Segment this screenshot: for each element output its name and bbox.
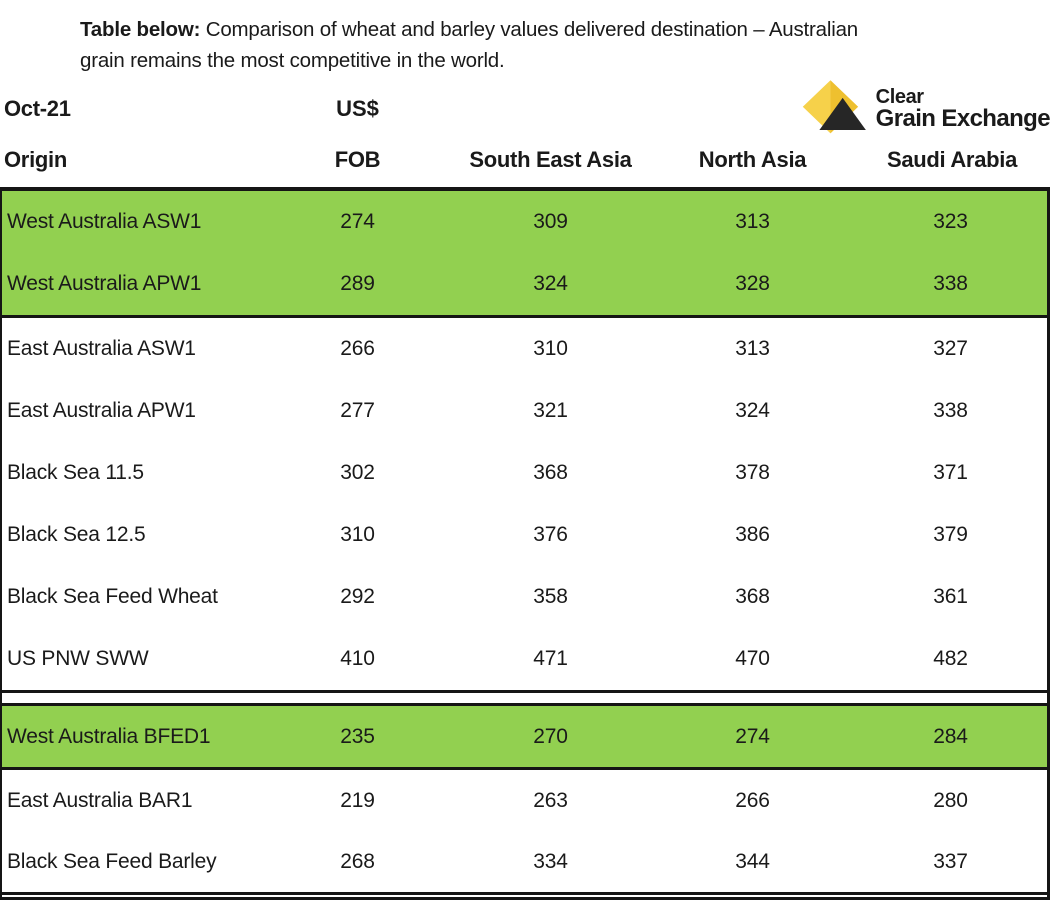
cell-value: 470 [735, 647, 770, 670]
table-bottom-border [2, 892, 1047, 900]
cell-value: 263 [533, 788, 568, 812]
cell-value: 376 [533, 523, 568, 546]
cell-value: 266 [340, 337, 375, 360]
cell-value: 371 [933, 461, 968, 484]
cell-origin: Black Sea 12.5 [7, 523, 146, 546]
cell-value: 280 [933, 788, 968, 812]
table-section-barley: West Australia BFED1 235 270 274 284 East Aus… [2, 706, 1047, 892]
table-row: West Australia BFED1 235 270 274 284 [2, 706, 1047, 767]
cell-value: 274 [735, 724, 770, 748]
cell-value: 323 [933, 210, 968, 233]
cell-value: 386 [735, 523, 770, 546]
column-header-saudi-arabia: Saudi Arabia [886, 147, 1018, 172]
cell-origin: Black Sea 11.5 [7, 461, 144, 484]
table-meta-row: Oct-21 US$ Clear Grain Exchange [0, 80, 1050, 138]
cell-value: 309 [533, 210, 568, 233]
currency-label: US$ [336, 96, 379, 121]
column-header-south-east-asia: South East Asia [469, 147, 632, 172]
cell-origin: Black Sea Feed Barley [7, 849, 217, 873]
price-table: West Australia ASW1 274 309 313 323 West Aust… [0, 187, 1050, 900]
table-row: US PNW SWW 410 471 470 482 [2, 628, 1047, 690]
cell-value: 274 [340, 210, 375, 233]
cell-value: 471 [533, 647, 568, 670]
cell-value: 235 [340, 724, 375, 748]
cell-origin: East Australia BAR1 [7, 788, 193, 812]
cell-origin: US PNW SWW [7, 647, 149, 670]
column-header-origin: Origin [4, 147, 67, 172]
cell-value: 310 [533, 337, 568, 360]
caption-line2: grain remains the most competitive in th… [80, 49, 505, 72]
cell-value: 324 [735, 399, 770, 422]
cell-value: 284 [933, 724, 968, 748]
cell-value: 361 [933, 585, 968, 608]
brand-name-line2: Grain Exchange [875, 105, 1050, 132]
cell-value: 292 [340, 585, 375, 608]
cell-value: 482 [933, 647, 968, 670]
cell-value: 410 [340, 647, 375, 670]
brand-logo-text: Clear Grain Exchange [876, 87, 1050, 131]
cell-value: 358 [533, 585, 568, 608]
brand-name-line1: Clear [875, 86, 924, 108]
table-section-wheat: West Australia ASW1 274 309 313 323 West Aust… [2, 191, 1047, 690]
table-row: East Australia BAR1 219 263 266 280 [2, 767, 1047, 831]
cell-value: 302 [340, 461, 375, 484]
cell-value: 327 [933, 337, 968, 360]
cell-value: 270 [533, 724, 568, 748]
column-header-fob: FOB [334, 147, 381, 172]
cell-value: 219 [340, 788, 375, 812]
table-row: East Australia APW1 277 321 324 338 [2, 380, 1047, 442]
cell-value: 379 [933, 523, 968, 546]
cell-value: 328 [735, 272, 770, 295]
cell-value: 334 [533, 849, 568, 873]
cell-value: 378 [735, 461, 770, 484]
cell-value: 268 [340, 849, 375, 873]
cell-value: 321 [533, 399, 568, 422]
table-row: East Australia ASW1 266 310 313 327 [2, 315, 1047, 380]
table-row: Black Sea Feed Wheat 292 358 368 361 [2, 566, 1047, 628]
cell-value: 277 [340, 399, 375, 422]
period-label: Oct-21 [4, 96, 71, 121]
cell-value: 368 [735, 585, 770, 608]
cell-origin: West Australia ASW1 [7, 210, 202, 233]
table-row: West Australia ASW1 274 309 313 323 [2, 191, 1047, 253]
cell-value: 289 [340, 272, 375, 295]
cell-value: 313 [735, 337, 770, 360]
brand-logo: Clear Grain Exchange [800, 78, 1050, 140]
table-row: Black Sea 12.5 310 376 386 379 [2, 504, 1047, 566]
cell-origin: East Australia APW1 [7, 399, 196, 422]
table-caption: Table below: Comparison of wheat and bar… [80, 14, 1020, 76]
caption-prefix: Table below: [80, 18, 201, 41]
cell-origin: West Australia BFED1 [7, 724, 211, 748]
cell-origin: East Australia ASW1 [7, 337, 196, 360]
table-row: West Australia APW1 289 324 328 338 [2, 253, 1047, 315]
cell-value: 266 [735, 788, 770, 812]
caption-line1: Comparison of wheat and barley values de… [200, 18, 858, 41]
cell-value: 338 [933, 399, 968, 422]
cell-origin: West Australia APW1 [7, 272, 202, 295]
cell-value: 338 [933, 272, 968, 295]
cell-value: 337 [933, 849, 968, 873]
column-header-north-asia: North Asia [698, 147, 807, 172]
cell-value: 368 [533, 461, 568, 484]
table-row: Black Sea 11.5 302 368 378 371 [2, 442, 1047, 504]
table-row: Black Sea Feed Barley 268 334 344 337 [2, 831, 1047, 892]
column-header-row: Origin FOB South East Asia North Asia Sa… [0, 144, 1050, 176]
grain-pyramid-icon [802, 80, 866, 134]
cell-value: 344 [735, 849, 770, 873]
cell-value: 313 [735, 210, 770, 233]
section-separator [2, 690, 1047, 706]
cell-origin: Black Sea Feed Wheat [7, 585, 218, 608]
cell-value: 324 [533, 272, 568, 295]
cell-value: 310 [340, 523, 375, 546]
